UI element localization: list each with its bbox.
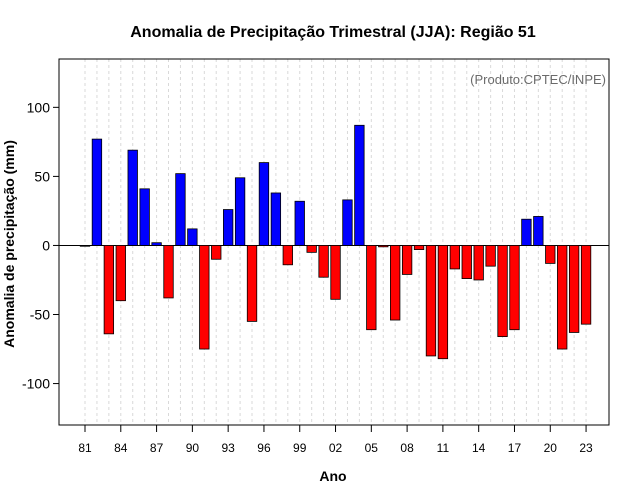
x-tick-label: 02 xyxy=(329,441,343,455)
x-tick-label: 14 xyxy=(472,441,486,455)
plot-frame xyxy=(58,58,610,426)
bar-2002 xyxy=(330,245,341,300)
source-credit: (Produto:CPTEC/INPE) xyxy=(470,72,606,87)
x-tick-label: 87 xyxy=(150,441,164,455)
x-tick-label: 84 xyxy=(114,441,128,455)
x-tick-label: 17 xyxy=(508,441,522,455)
bar-1999 xyxy=(294,200,305,246)
bar-1994 xyxy=(234,177,246,246)
bar-2013 xyxy=(461,245,472,280)
bar-1982 xyxy=(91,138,103,246)
x-tick-label: 20 xyxy=(544,441,558,455)
x-tick-label: 99 xyxy=(293,441,307,455)
bar-1995 xyxy=(246,245,258,322)
bar-2001 xyxy=(318,245,329,278)
bar-1988 xyxy=(163,245,174,299)
bar-2004 xyxy=(354,124,365,246)
bar-2000 xyxy=(306,245,317,253)
bar-2008 xyxy=(401,245,413,275)
bar-1996 xyxy=(258,162,270,246)
bar-2006 xyxy=(378,245,389,248)
bar-2021 xyxy=(557,245,568,350)
bar-2014 xyxy=(473,245,484,281)
bar-1981 xyxy=(79,245,91,247)
x-tick-label: 05 xyxy=(365,441,379,455)
bar-1993 xyxy=(223,209,234,246)
x-tick-label: 23 xyxy=(579,441,593,455)
y-tick-label: 0 xyxy=(42,237,50,253)
bar-2018 xyxy=(521,218,532,246)
chart-title: Anomalia de Precipitação Trimestral (JJA… xyxy=(130,24,536,41)
bar-1985 xyxy=(127,149,138,246)
bar-1991 xyxy=(199,245,210,350)
bar-2023 xyxy=(580,245,592,325)
grid-lines xyxy=(84,59,587,425)
x-tick-label: 11 xyxy=(437,441,450,455)
bar-2022 xyxy=(568,245,580,333)
x-axis: 81 84 87 90 93 96 99 02 05 08 11 14 17 20 23 xyxy=(78,425,593,455)
bar-2003 xyxy=(342,199,353,246)
bar-1986 xyxy=(139,188,150,246)
y-tick-label: -100 xyxy=(22,376,50,392)
y-tick-label: 50 xyxy=(34,168,50,184)
bar-2015 xyxy=(485,245,496,267)
bar-series xyxy=(79,124,592,360)
y-tick-label: 100 xyxy=(27,99,51,115)
x-tick-label: 96 xyxy=(257,441,271,455)
bar-1983 xyxy=(103,245,115,335)
bar-1998 xyxy=(282,245,293,266)
x-axis-label: Ano xyxy=(319,468,346,484)
x-tick-label: 90 xyxy=(186,441,200,455)
bar-2019 xyxy=(533,216,544,246)
y-tick-label: -50 xyxy=(30,307,50,323)
x-tick-label: 08 xyxy=(400,441,414,455)
bar-2011 xyxy=(437,245,449,360)
bar-2007 xyxy=(390,245,401,321)
bar-1984 xyxy=(115,245,126,302)
bar-2020 xyxy=(545,245,556,264)
y-axis-label: Anomalia de precipitação (mm) xyxy=(1,140,17,348)
x-tick-label: 93 xyxy=(221,441,235,455)
bar-1990 xyxy=(187,228,198,246)
bar-1997 xyxy=(270,192,282,246)
x-tick-label: 81 xyxy=(78,441,92,455)
bar-2010 xyxy=(425,245,437,357)
bar-2017 xyxy=(509,245,520,331)
bar-1989 xyxy=(175,173,186,246)
bar-2012 xyxy=(449,245,460,270)
bar-2009 xyxy=(413,245,425,250)
y-axis: -100 -50 0 50 100 xyxy=(22,99,59,392)
bar-2016 xyxy=(497,245,508,338)
bar-1987 xyxy=(151,242,162,246)
bar-1992 xyxy=(211,245,222,260)
bar-2005 xyxy=(366,245,377,331)
